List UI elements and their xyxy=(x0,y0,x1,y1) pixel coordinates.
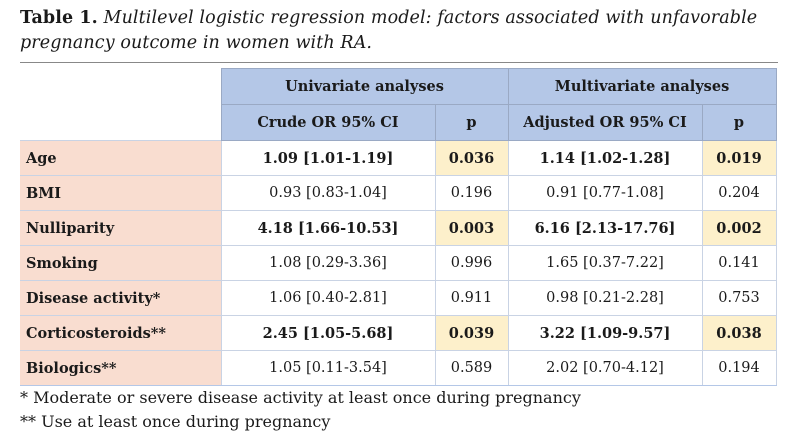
footnote-disease-activity: * Moderate or severe disease activity at… xyxy=(20,388,581,407)
adjusted-or-cell: 6.16 [2.13-17.76] xyxy=(507,210,703,246)
row-label: BMI xyxy=(20,175,222,211)
p-univariate-cell: 0.003 xyxy=(434,210,509,246)
table-row: Age 1.09 [1.01-1.19] 0.036 1.14 [1.02-1.28]… xyxy=(20,140,777,176)
caption-label: Table 1. xyxy=(20,8,98,28)
adjusted-or-cell: 0.91 [0.77-1.08] xyxy=(507,175,703,211)
caption-divider xyxy=(20,62,778,63)
group-header-multivariate: Multivariate analyses xyxy=(507,68,777,105)
adjusted-or-cell: 1.65 [0.37-7.22] xyxy=(507,245,703,281)
column-header-adjusted-or: Adjusted OR 95% CI xyxy=(507,104,703,141)
crude-or-cell: 1.05 [0.11-3.54] xyxy=(220,350,436,386)
p-univariate-cell: 0.039 xyxy=(434,315,509,351)
table-caption: Table 1. Multilevel logistic regression … xyxy=(20,6,780,56)
footnotes: * Moderate or severe disease activity at… xyxy=(20,386,780,433)
crude-or-cell: 1.08 [0.29-3.36] xyxy=(220,245,436,281)
column-header-crude-or: Crude OR 95% CI xyxy=(220,104,436,141)
table-row: BMI 0.93 [0.83-1.04] 0.196 0.91 [0.77-1.08]… xyxy=(20,175,777,211)
p-multivariate-cell: 0.194 xyxy=(701,350,777,386)
adjusted-or-cell: 1.14 [1.02-1.28] xyxy=(507,140,703,176)
p-multivariate-cell: 0.019 xyxy=(701,140,777,176)
crude-or-cell: 4.18 [1.66-10.53] xyxy=(220,210,436,246)
table-body: Age 1.09 [1.01-1.19] 0.036 1.14 [1.02-1.28]… xyxy=(20,140,777,386)
p-univariate-cell: 0.996 xyxy=(434,245,509,281)
p-multivariate-cell: 0.753 xyxy=(701,280,777,316)
adjusted-or-cell: 0.98 [0.21-2.28] xyxy=(507,280,703,316)
row-label: Smoking xyxy=(20,245,222,281)
p-univariate-cell: 0.196 xyxy=(434,175,509,211)
adjusted-or-cell: 2.02 [0.70-4.12] xyxy=(507,350,703,386)
crude-or-cell: 1.06 [0.40-2.81] xyxy=(220,280,436,316)
crude-or-cell: 2.45 [1.05-5.68] xyxy=(220,315,436,351)
row-label: Age xyxy=(20,140,222,176)
table-row: Nulliparity 4.18 [1.66-10.53] 0.003 6.16 [2… xyxy=(20,210,777,246)
p-multivariate-cell: 0.002 xyxy=(701,210,777,246)
caption-text: Multilevel logistic regression model: fa… xyxy=(20,8,758,53)
p-multivariate-cell: 0.141 xyxy=(701,245,777,281)
footnote-use: ** Use at least once during pregnancy xyxy=(20,411,331,431)
crude-or-cell: 0.93 [0.83-1.04] xyxy=(220,175,436,211)
row-label: Corticosteroids** xyxy=(20,315,222,351)
row-label: Nulliparity xyxy=(20,210,222,246)
group-header-univariate: Univariate analyses xyxy=(220,68,509,105)
column-header-p-multivariate: p xyxy=(701,104,777,141)
crude-or-cell: 1.09 [1.01-1.19] xyxy=(220,140,436,176)
header-blank-cell xyxy=(20,68,221,105)
header-blank-cell xyxy=(20,104,221,141)
column-header-p-univariate: p xyxy=(434,104,509,141)
regression-table: Univariate analyses Multivariate analyse… xyxy=(20,68,777,386)
table-row: Disease activity* 1.06 [0.40-2.81] 0.911 0.… xyxy=(20,280,777,316)
table-row: Biologics** 1.05 [0.11-3.54] 0.589 2.02 [0.… xyxy=(20,350,777,386)
p-univariate-cell: 0.589 xyxy=(434,350,509,386)
table-row: Corticosteroids** 2.45 [1.05-5.68] 0.039 3.… xyxy=(20,315,777,351)
row-label: Biologics** xyxy=(20,350,222,386)
p-multivariate-cell: 0.038 xyxy=(701,315,777,351)
p-univariate-cell: 0.911 xyxy=(434,280,509,316)
adjusted-or-cell: 3.22 [1.09-9.57] xyxy=(507,315,703,351)
p-univariate-cell: 0.036 xyxy=(434,140,509,176)
row-label: Disease activity* xyxy=(20,280,222,316)
p-multivariate-cell: 0.204 xyxy=(701,175,777,211)
table-row: Smoking 1.08 [0.29-3.36] 0.996 1.65 [0.37-7… xyxy=(20,245,777,281)
